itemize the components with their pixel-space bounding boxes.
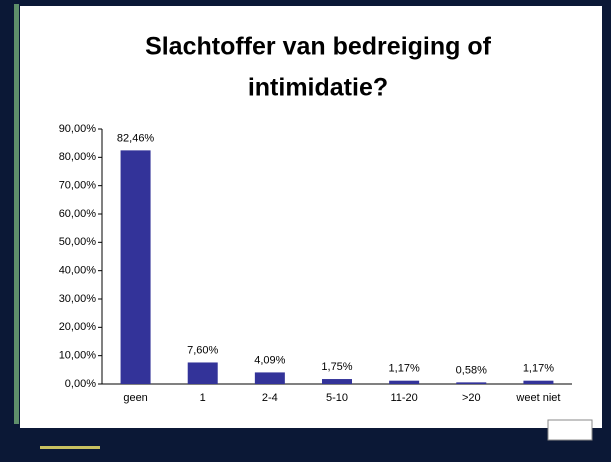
x-tick-label: 2-4 <box>262 392 278 404</box>
value-label: 1,17% <box>523 363 554 375</box>
value-label: 1,75% <box>321 361 352 373</box>
value-label: 1,17% <box>389 363 420 375</box>
y-tick-label: 50,00% <box>59 236 97 248</box>
x-tick-label: weet niet <box>515 392 560 404</box>
y-tick-label: 20,00% <box>59 321 97 333</box>
value-label: 0,58% <box>456 364 487 376</box>
bar <box>254 372 285 384</box>
value-label: 82,46% <box>117 132 155 144</box>
y-tick-label: 30,00% <box>59 293 97 305</box>
chart-title: Slachtoffer van bedreiging of <box>145 33 492 61</box>
x-tick-label: >20 <box>462 392 481 404</box>
y-tick-label: 0,00% <box>65 378 96 390</box>
y-tick-label: 40,00% <box>59 265 97 277</box>
value-label: 7,60% <box>187 344 218 356</box>
x-tick-label: 1 <box>200 392 206 404</box>
bar <box>120 150 151 384</box>
y-tick-label: 70,00% <box>59 180 97 192</box>
bar <box>523 380 554 384</box>
bar <box>187 362 218 384</box>
y-tick-label: 60,00% <box>59 208 97 220</box>
bar <box>389 380 420 384</box>
x-tick-label: 5-10 <box>326 392 348 404</box>
chart-title: intimidatie? <box>248 74 388 102</box>
y-tick-label: 10,00% <box>59 350 97 362</box>
y-tick-label: 80,00% <box>59 151 97 163</box>
value-label: 4,09% <box>254 354 285 366</box>
slide-area <box>20 6 602 428</box>
x-tick-label: geen <box>123 392 147 404</box>
bar <box>322 379 352 384</box>
x-tick-label: 11-20 <box>390 392 417 404</box>
left-accent <box>14 4 19 424</box>
logo <box>547 419 593 441</box>
bottom-accent <box>40 446 100 449</box>
y-tick-label: 90,00% <box>59 123 97 135</box>
bar <box>456 382 487 384</box>
